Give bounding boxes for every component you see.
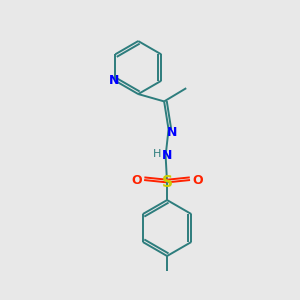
Text: O: O [131,173,142,187]
Text: S: S [162,175,172,190]
Text: N: N [167,126,177,139]
Text: O: O [192,173,203,187]
Text: H: H [153,148,161,158]
Text: N: N [109,74,119,87]
Text: N: N [162,149,172,162]
